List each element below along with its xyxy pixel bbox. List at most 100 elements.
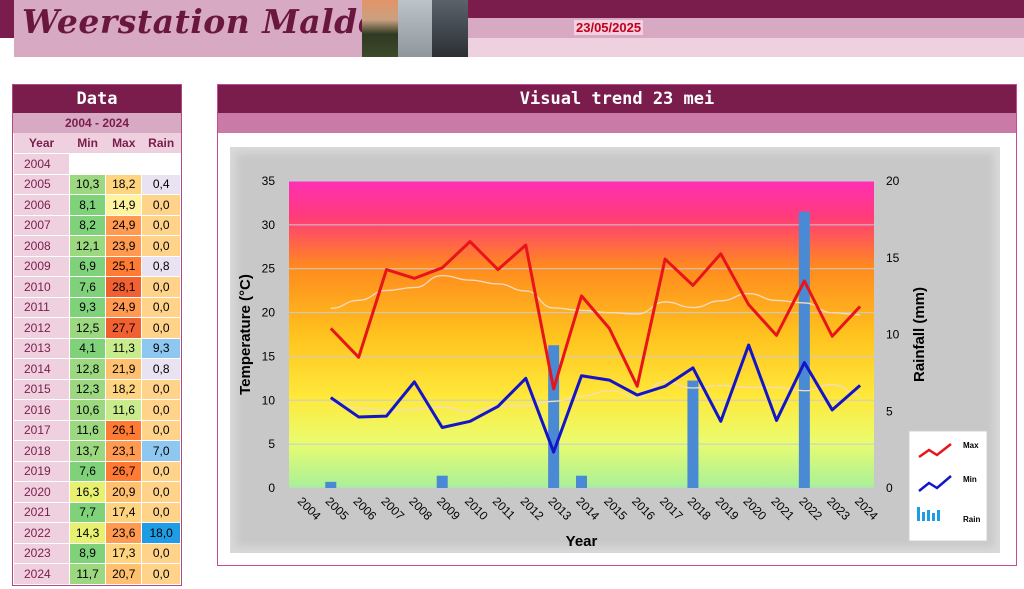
x-tick-label: 2012 <box>518 494 547 523</box>
table-row: 2022 14,3 23,6 18,0 <box>13 522 181 544</box>
x-tick-label: 2023 <box>824 494 853 523</box>
legend-rain-icon <box>937 510 940 521</box>
legend-min-label: Min <box>963 475 977 484</box>
y-axis-label: Temperature (°C) <box>237 274 254 395</box>
rain-cell: 0,0 <box>141 399 181 421</box>
min-cell: 7,6 <box>68 276 107 298</box>
legend-box <box>908 430 988 542</box>
max-cell: 24,9 <box>105 296 143 318</box>
rain-bar <box>798 211 810 488</box>
x-tick-label: 2013 <box>546 494 575 523</box>
min-cell: 9,3 <box>68 296 107 318</box>
rain-cell: 0,0 <box>141 542 181 564</box>
y-tick-label: 30 <box>262 218 276 232</box>
min-series-line <box>329 343 862 454</box>
min-cell: 10,3 <box>68 173 107 195</box>
rain-cell: 0,0 <box>141 276 181 298</box>
year-cell: 2013 <box>13 337 70 359</box>
rain-cell: 0,0 <box>141 194 181 216</box>
x-tick-label: 2005 <box>323 494 352 523</box>
x-tick-label: 2009 <box>434 494 463 523</box>
year-cell: 2019 <box>13 460 70 482</box>
table-row: 2009 6,9 25,1 0,8 <box>13 255 181 277</box>
year-cell: 2006 <box>13 194 70 216</box>
y2-tick-label: 15 <box>886 251 900 265</box>
y-tick-label: 5 <box>268 437 275 451</box>
col-rain-header: Rain <box>141 133 181 154</box>
rain-cell: 0,8 <box>141 358 181 380</box>
min-cell: 12,5 <box>68 317 107 339</box>
table-row: 2004 <box>13 153 181 175</box>
table-row: 2021 7,7 17,4 0,0 <box>13 501 181 523</box>
min-cell: 12,1 <box>68 235 107 257</box>
year-cell: 2008 <box>13 235 70 257</box>
col-max-header: Max <box>105 133 142 154</box>
rain-bar <box>436 475 448 488</box>
x-tick-label: 2011 <box>490 494 518 522</box>
max-cell: 23,9 <box>105 235 143 257</box>
y-tick-label: 0 <box>268 481 275 495</box>
rain-bar <box>325 481 337 488</box>
rain-cell: 0,0 <box>141 214 181 236</box>
rain-cell <box>141 153 181 175</box>
max-cell: 17,4 <box>105 501 143 523</box>
y2-tick-label: 0 <box>886 481 893 495</box>
table-row: 2012 12,5 27,7 0,0 <box>13 317 181 339</box>
data-panel: Data 2004 - 2024 Year Min Max Rain 2004 2… <box>12 84 182 586</box>
min-cell: 6,9 <box>68 255 107 277</box>
table-header-row: Year Min Max Rain <box>13 133 181 154</box>
min-cell: 8,1 <box>68 194 107 216</box>
y2-tick-label: 5 <box>886 404 893 418</box>
table-row: 2014 12,8 21,9 0,8 <box>13 358 181 380</box>
plot-area <box>289 181 874 488</box>
rain-cell: 0,0 <box>141 563 181 585</box>
weather-station-photo <box>398 0 432 57</box>
data-title: Data <box>13 85 181 113</box>
max-cell: 25,1 <box>105 255 143 277</box>
max-cell: 11,3 <box>105 337 143 359</box>
min-cell: 10,6 <box>68 399 107 421</box>
year-cell: 2009 <box>13 255 70 277</box>
rain-cell: 0,0 <box>141 501 181 523</box>
min-cell: 7,7 <box>68 501 107 523</box>
legend-max-label: Max <box>963 441 979 450</box>
x-tick-label: 2020 <box>741 494 770 523</box>
max-cell: 23,1 <box>105 440 143 462</box>
rain-cell: 9,3 <box>141 337 181 359</box>
min-cell: 16,3 <box>68 481 107 503</box>
y2-axis-label: Rainfall (mm) <box>911 287 928 382</box>
x-tick-label: 2018 <box>685 494 714 523</box>
table-row: 2006 8,1 14,9 0,0 <box>13 194 181 216</box>
min-cell: 14,3 <box>68 522 107 544</box>
data-table: Year Min Max Rain 2004 2005 10,3 18,2 0,4 200… <box>13 133 181 585</box>
current-date: 23/05/2025 <box>574 20 644 35</box>
max-cell: 26,7 <box>105 460 143 482</box>
header-band-mid <box>468 8 1024 18</box>
legend-min-icon <box>918 475 952 492</box>
min-cell: 8,9 <box>68 542 107 564</box>
table-row: 2005 10,3 18,2 0,4 <box>13 173 181 195</box>
x-tick-label: 2021 <box>768 494 797 523</box>
x-tick-label: 2006 <box>351 494 380 523</box>
legend-rain-icon <box>927 510 930 521</box>
rain-bar <box>576 475 587 488</box>
header-left-strip <box>0 8 14 38</box>
year-cell: 2023 <box>13 542 70 564</box>
min-cell: 11,6 <box>68 419 107 441</box>
rain-bar <box>687 380 699 488</box>
max-cell <box>105 153 143 175</box>
year-cell: 2012 <box>13 317 70 339</box>
y-tick-label: 25 <box>262 262 276 276</box>
min-cell: 12,3 <box>68 378 107 400</box>
year-cell: 2017 <box>13 419 70 441</box>
year-cell: 2004 <box>13 153 70 175</box>
x-tick-label: 2010 <box>462 494 491 523</box>
year-cell: 2022 <box>13 522 70 544</box>
legend-max-icon <box>918 443 952 459</box>
legend-rain-icon <box>917 507 920 521</box>
y-tick-label: 20 <box>262 306 276 320</box>
year-cell: 2015 <box>13 378 70 400</box>
table-row: 2020 16,3 20,9 0,0 <box>13 481 181 503</box>
x-tick-label: 2022 <box>796 494 825 523</box>
